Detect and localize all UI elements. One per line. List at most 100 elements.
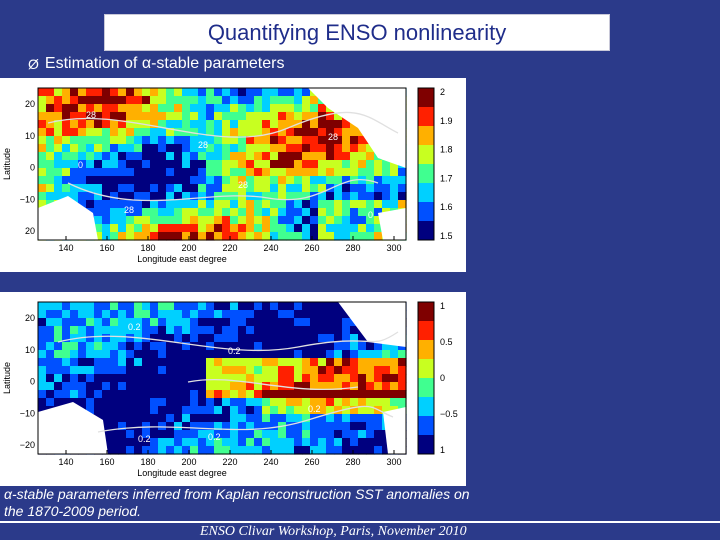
map-cell [150, 184, 159, 193]
map-cell [46, 144, 55, 153]
map-cell [134, 366, 143, 375]
map-cell [238, 120, 247, 129]
map-cell [230, 136, 239, 145]
map-cell [310, 208, 319, 217]
map-cell [286, 374, 295, 383]
map-cell [246, 406, 255, 415]
map-cell [142, 350, 151, 359]
map-cell [78, 176, 87, 185]
x-tick-label: 160 [99, 457, 114, 467]
map-cell [238, 366, 247, 375]
map-cell [142, 200, 151, 209]
map-cell [366, 224, 375, 233]
map-cell [222, 112, 231, 121]
colorbar-tick-label: 0.5 [440, 337, 453, 347]
map-cell [118, 430, 127, 439]
map-cell [254, 120, 263, 129]
contour-label: 0.2 [308, 404, 321, 414]
map-cell [310, 176, 319, 185]
contour-label: 0 [78, 160, 83, 170]
map-cell [134, 430, 143, 439]
map-cell [54, 358, 63, 367]
land-mask [383, 407, 406, 454]
map-cell [46, 128, 55, 137]
map-cell [142, 224, 151, 233]
map-cell [78, 136, 87, 145]
map-cell [214, 104, 223, 113]
map-cell [334, 310, 343, 319]
map-cell [302, 382, 311, 391]
map-cell [94, 168, 103, 177]
map-cell [254, 422, 263, 431]
map-cell [38, 334, 47, 343]
map-cell [206, 224, 215, 233]
map-cell [302, 302, 311, 311]
map-cell [270, 200, 279, 209]
map-cell [158, 358, 167, 367]
map-cell [238, 208, 247, 217]
map-cell [374, 160, 383, 169]
map-cell [206, 144, 215, 153]
map-cell [358, 144, 367, 153]
map-cell [134, 152, 143, 161]
map-cell [150, 302, 159, 311]
map-cell [134, 160, 143, 169]
map-cell [190, 112, 199, 121]
map-cell [238, 390, 247, 399]
map-cell [254, 128, 263, 137]
map-cell [174, 104, 183, 113]
map-cell [166, 152, 175, 161]
y-tick-label: 0 [30, 163, 35, 173]
colorbar-frame [417, 301, 435, 455]
map-cell [326, 398, 335, 407]
map-cell [262, 430, 271, 439]
map-cell [174, 406, 183, 415]
map-cell [102, 176, 111, 185]
y-tick-label: 0 [30, 377, 35, 387]
map-cell [110, 144, 119, 153]
map-cell [254, 438, 263, 447]
map-cell [142, 144, 151, 153]
map-cell [166, 176, 175, 185]
map-cell [238, 438, 247, 447]
map-cell [142, 342, 151, 351]
map-cell [198, 208, 207, 217]
map-cell [182, 168, 191, 177]
map-cell [62, 152, 71, 161]
map-cell [70, 382, 79, 391]
map-cell [86, 136, 95, 145]
map-cell [254, 414, 263, 423]
map-cell [142, 390, 151, 399]
map-cell [198, 334, 207, 343]
map-cell [310, 318, 319, 327]
map-cell [222, 104, 231, 113]
map-cell [110, 350, 119, 359]
map-cell [166, 184, 175, 193]
map-cell [190, 96, 199, 105]
map-cell [206, 88, 215, 97]
map-cell [294, 398, 303, 407]
map-cell [150, 430, 159, 439]
map-cell [262, 184, 271, 193]
map-cell [382, 398, 391, 407]
map-cell [374, 350, 383, 359]
land-mask [308, 88, 406, 168]
map-cell [166, 104, 175, 113]
map-cell [54, 326, 63, 335]
map-cell [302, 136, 311, 145]
map-cell [230, 184, 239, 193]
map-cell [278, 112, 287, 121]
map-cell [390, 366, 399, 375]
map-cell [174, 192, 183, 201]
map-cell [150, 350, 159, 359]
map-cell [326, 446, 335, 455]
map-cell [54, 176, 63, 185]
map-cell [302, 160, 311, 169]
map-cell [158, 302, 167, 311]
map-cell [198, 160, 207, 169]
map-cell [286, 232, 295, 241]
map-cell [110, 406, 119, 415]
contour-label: 28 [124, 205, 134, 215]
map-cell [366, 382, 375, 391]
map-cell [374, 382, 383, 391]
